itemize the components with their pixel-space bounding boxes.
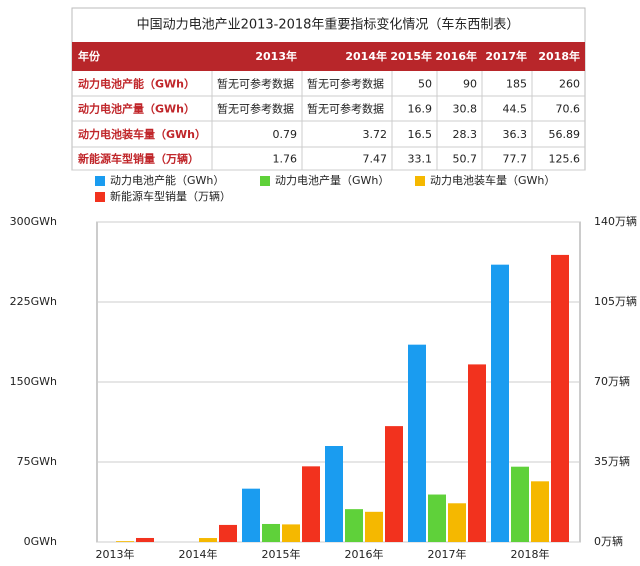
bar [551,254,569,542]
legend-swatch [260,176,270,186]
table-row-label: 新能源车型销量（万辆） [78,152,199,166]
y-tick-label: 75GWh [17,455,57,468]
table-cell: 36.3 [503,128,528,141]
table-cell: 0.79 [273,128,298,141]
legend-label: 动力电池装车量（GWh） [430,173,555,187]
bar [491,264,509,542]
legend-swatch [415,176,425,186]
bar [302,466,320,542]
x-tick-label: 2014年 [179,547,218,561]
legend-swatch [95,176,105,186]
legend-label: 新能源车型销量（万辆） [110,189,231,203]
y-tick-label: 150GWh [10,375,57,388]
x-tick-label: 2017年 [428,547,467,561]
bar [345,509,363,542]
table-header-cell: 2017年 [485,49,527,63]
bar [365,511,383,542]
table-header-cell: 2018年 [538,49,580,63]
table-cell: 3.72 [363,128,388,141]
y2-tick-label: 140万辆 [594,214,637,228]
table-header-cell: 2015年 [390,49,432,63]
table-cell: 260 [559,78,580,91]
legend-swatch [95,192,105,202]
table-header-cell: 2013年 [255,49,297,63]
table-title: 中国动力电池产业2013-2018年重要指标变化情况（车东西制表） [137,17,520,33]
table-cell: 暂无可参考数据 [217,77,294,91]
y2-tick-label: 0万辆 [594,534,623,548]
table-cell: 30.8 [453,103,478,116]
bar [199,538,217,542]
y2-tick-label: 70万辆 [594,374,630,388]
table-cell: 125.6 [549,153,581,166]
table-cell: 185 [506,78,527,91]
bar [325,446,343,542]
table-row-label: 动力电池产能（GWh） [78,77,195,91]
table-header-cell: 年份 [78,49,101,63]
table-header-bg [72,42,585,71]
bar [531,481,549,542]
bar [468,364,486,542]
table-cell: 7.47 [363,153,388,166]
bar [408,344,426,542]
y-tick-label: 0GWh [24,535,57,548]
y2-tick-label: 35万辆 [594,454,630,468]
legend-label: 动力电池产量（GWh） [275,173,389,187]
table-row-label: 动力电池产量（GWh） [78,102,195,116]
x-tick-label: 2015年 [262,547,301,561]
table-cell: 16.5 [408,128,433,141]
table-header-cell: 2016年 [435,49,477,63]
bar [448,503,466,542]
bar [385,426,403,542]
table-frame [71,7,586,171]
x-tick-label: 2016年 [345,547,384,561]
table-cell: 28.3 [453,128,478,141]
y-tick-label: 225GWh [10,295,57,308]
bar [282,524,300,542]
table-header-cell: 2014年 [345,49,387,63]
table-cell: 暂无可参考数据 [307,102,384,116]
table-cell: 暂无可参考数据 [307,77,384,91]
x-tick-label: 2013年 [96,547,135,561]
bar [242,488,260,542]
table-cell: 77.7 [503,153,528,166]
bar [428,494,446,542]
bar [136,537,154,542]
table-cell: 50.7 [453,153,478,166]
table-cell: 33.1 [408,153,433,166]
bar [511,466,529,542]
bar [262,523,280,542]
table-cell: 70.6 [556,103,581,116]
table-cell: 1.76 [273,153,298,166]
legend-label: 动力电池产能（GWh） [110,173,224,187]
table-cell: 90 [463,78,477,91]
table-cell: 暂无可参考数据 [217,102,294,116]
y2-tick-label: 105万辆 [594,294,637,308]
bar [116,541,134,542]
table-cell: 44.5 [503,103,528,116]
bar [219,524,237,542]
x-tick-label: 2018年 [511,547,550,561]
table-cell: 16.9 [408,103,433,116]
y-tick-label: 300GWh [10,215,57,228]
table-cell: 50 [418,78,432,91]
table-row-label: 动力电池装车量（GWh） [78,127,206,141]
table-cell: 56.89 [549,128,581,141]
